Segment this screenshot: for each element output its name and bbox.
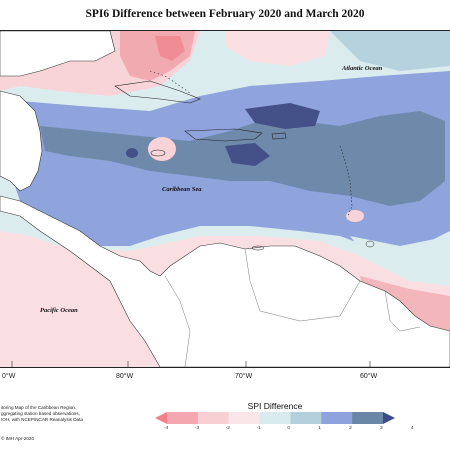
strong-wet-anomaly-west	[126, 148, 138, 158]
longitude-label: 0°W	[2, 373, 16, 380]
legend-tick-label: -2	[225, 426, 230, 431]
label-pacific-ocean: Pacific Ocean	[40, 307, 78, 314]
longitude-label: 70°W	[235, 373, 253, 380]
credit-line: IOH, with NCEP/NCAR Reanalysis Data	[1, 416, 83, 422]
hispaniola-island	[184, 128, 263, 142]
legend-color-box	[197, 412, 230, 424]
yucatan-landmass	[0, 90, 43, 192]
legend-tick-label: 2	[349, 426, 352, 431]
legend-arrow-high	[383, 412, 395, 424]
legend-arrow-low	[155, 412, 167, 424]
map-title: SPI6 Difference between February 2020 an…	[85, 8, 365, 20]
lesser-antilles-islands	[339, 145, 353, 217]
label-caribbean-sea: Caribbean Sea	[162, 186, 202, 193]
legend-color-box	[352, 412, 384, 424]
border-guianas	[384, 290, 421, 332]
dry-anomaly-antilles	[346, 210, 364, 222]
label-atlantic-ocean: Atlantic Ocean	[342, 65, 383, 72]
credit-text: itoring Map of the Caribbean Region. ggr…	[1, 405, 83, 422]
puerto-rico-island	[271, 132, 287, 140]
credit-line: ggregating station based observations,	[1, 410, 80, 416]
legend-tick-label: -4	[164, 426, 169, 431]
legend-tick-label: 0	[287, 426, 291, 431]
strong-dry-anomaly-gulf	[155, 36, 185, 61]
legend-tick-label: -1	[256, 426, 261, 431]
dry-anomaly-jamaica	[148, 137, 176, 161]
legend-color-box	[290, 412, 322, 424]
map-panel: Atlantic Ocean Caribbean Sea Pacific Oce…	[0, 30, 450, 368]
legend-title: SPI Difference	[247, 401, 303, 411]
legend-color-box	[167, 412, 199, 424]
strong-wet-anomaly-central	[225, 143, 270, 166]
border-venezuela	[244, 248, 361, 322]
longitude-label: 60°W	[360, 373, 378, 380]
south-america-landmass	[0, 195, 450, 367]
copyright-text: © IMH Apr-2020	[1, 436, 35, 441]
jamaica-island	[150, 149, 166, 157]
trinidad-island	[365, 240, 375, 248]
cuba-island	[114, 80, 201, 104]
legend-tick-label: 1	[318, 426, 321, 431]
slight-wet-anomaly-atlantic	[330, 31, 450, 71]
legend-color-box	[259, 412, 291, 424]
bahamas-islands	[149, 70, 191, 94]
longitude-label: 80°W	[116, 373, 134, 380]
dry-anomaly-north-atlantic	[225, 31, 330, 66]
neutral-anomaly-south-atlantic	[350, 236, 450, 291]
legend-tick-label: 3	[380, 426, 383, 431]
legend-color-box	[321, 412, 353, 424]
legend-colorbar	[155, 412, 395, 424]
legend-tick-label: 4	[410, 426, 414, 431]
legend-color-box	[228, 412, 260, 424]
abc-islands	[251, 245, 265, 251]
legend-tick-label: -3	[194, 426, 200, 431]
north-america-landmass	[0, 31, 116, 77]
map-svg	[0, 31, 450, 367]
border-colombia-panama	[164, 275, 191, 367]
credit-line: itoring Map of the Caribbean Region.	[1, 405, 77, 410]
strong-wet-anomaly-hispaniola	[245, 103, 320, 129]
